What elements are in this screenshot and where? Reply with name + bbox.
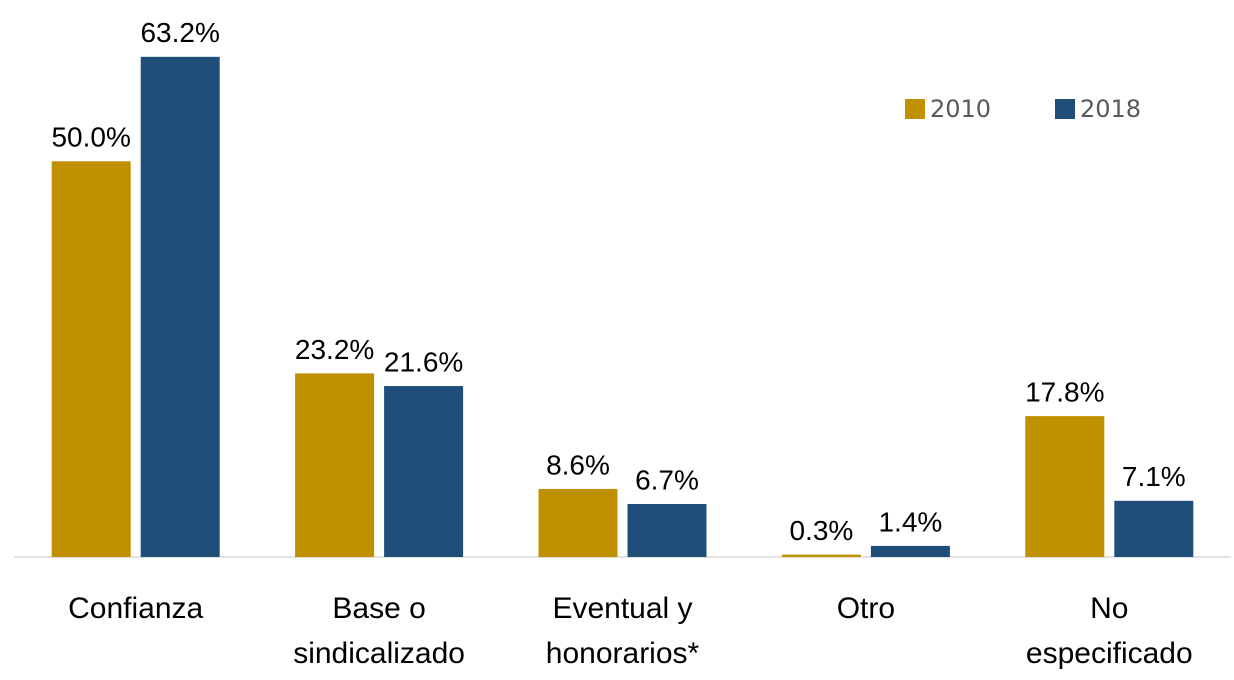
data-label: 21.6%	[384, 346, 463, 377]
data-label: 6.7%	[635, 464, 699, 495]
bar	[384, 386, 464, 557]
bar	[1114, 500, 1194, 557]
bar	[538, 488, 618, 557]
data-label: 8.6%	[546, 449, 610, 480]
bar	[140, 56, 220, 558]
bar	[870, 545, 950, 557]
legend-swatch	[905, 99, 925, 119]
bar	[51, 161, 131, 558]
data-label: 7.1%	[1122, 461, 1186, 492]
data-label: 63.2%	[140, 17, 219, 48]
data-label: 1.4%	[878, 506, 942, 537]
bar	[627, 503, 707, 557]
legend-label: 2018	[1080, 95, 1141, 123]
x-tick-label: Base o sindicalizado	[293, 592, 465, 670]
bar	[781, 554, 861, 557]
data-label: 23.2%	[295, 334, 374, 365]
bar	[295, 373, 375, 557]
bar	[1025, 416, 1105, 557]
x-tick-label: No especificado	[1026, 592, 1193, 670]
data-label: 50.0%	[51, 122, 130, 153]
data-label: 17.8%	[1025, 377, 1104, 408]
x-tick-label: Otro	[837, 592, 895, 625]
legend-swatch	[1055, 99, 1075, 119]
data-label: 0.3%	[789, 515, 853, 546]
x-tick-label: Eventual y honorarios*	[546, 592, 700, 670]
x-tick-label: Confianza	[68, 592, 203, 625]
legend-label: 2010	[930, 95, 991, 123]
